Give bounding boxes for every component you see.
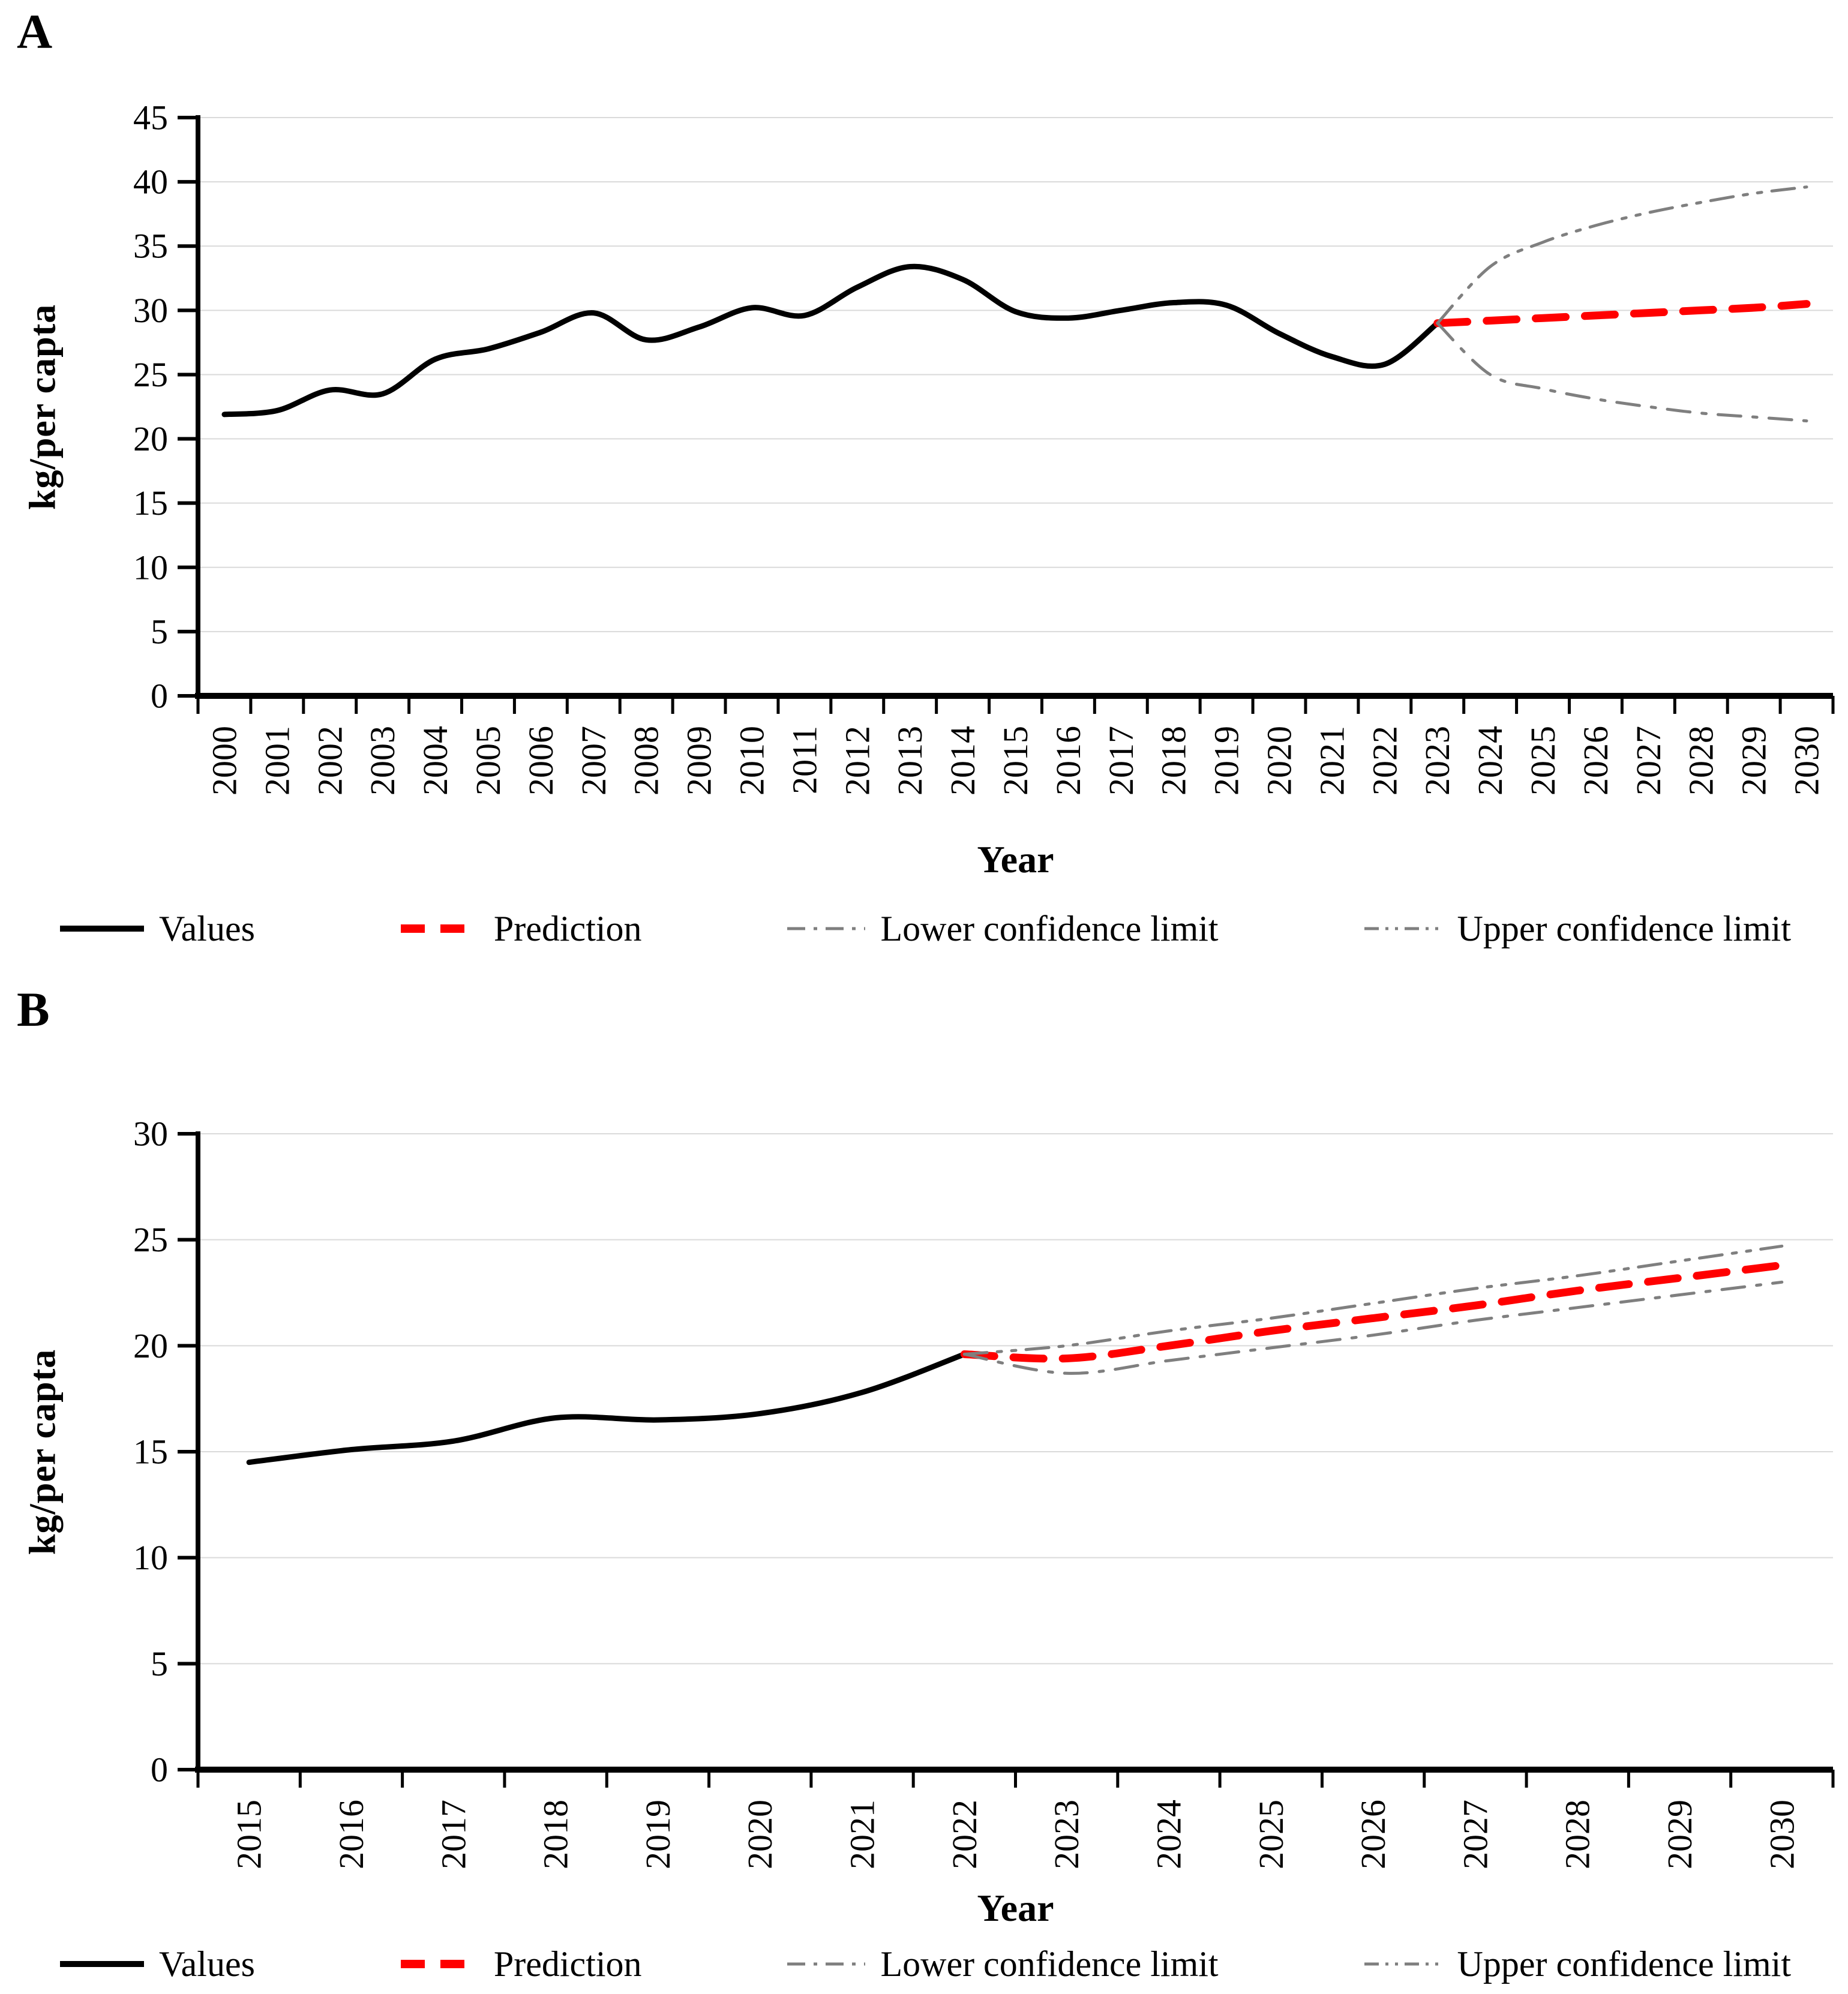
svg-text:10: 10 <box>133 1538 168 1577</box>
legend-label: Values <box>159 1944 255 1984</box>
svg-text:2003: 2003 <box>363 726 402 795</box>
panel-a-x-axis-title: Year <box>977 838 1054 881</box>
svg-text:5: 5 <box>151 612 168 651</box>
svg-text:2021: 2021 <box>1312 726 1351 795</box>
svg-text:2005: 2005 <box>469 726 508 795</box>
svg-text:2029: 2029 <box>1735 726 1774 795</box>
svg-text:2009: 2009 <box>680 726 719 795</box>
lower-ci-line-icon <box>787 927 866 930</box>
legend-item-prediction: Prediction <box>398 1944 642 1984</box>
values-line-icon <box>60 1961 144 1967</box>
svg-text:2019: 2019 <box>638 1800 677 1869</box>
svg-text:2026: 2026 <box>1576 726 1615 795</box>
legend-item-upper-ci: Upper confidence limit <box>1361 1944 1791 1984</box>
upper-ci-line-icon <box>1364 1962 1442 1966</box>
svg-text:2028: 2028 <box>1682 726 1721 795</box>
svg-text:2026: 2026 <box>1354 1800 1393 1869</box>
legend-label: Upper confidence limit <box>1457 909 1791 948</box>
svg-text:2007: 2007 <box>574 726 613 795</box>
svg-text:2000: 2000 <box>205 726 244 795</box>
svg-text:2027: 2027 <box>1629 726 1668 795</box>
legend-item-lower-ci: Lower confidence limit <box>784 909 1219 948</box>
svg-text:0: 0 <box>151 677 168 716</box>
svg-text:2015: 2015 <box>230 1800 269 1869</box>
svg-text:2020: 2020 <box>1260 726 1299 795</box>
prediction-line-icon <box>400 924 479 933</box>
legend-label: Prediction <box>493 909 642 948</box>
svg-text:35: 35 <box>133 227 168 266</box>
svg-text:2024: 2024 <box>1471 726 1510 795</box>
legend-label: Upper confidence limit <box>1457 1944 1791 1984</box>
svg-text:25: 25 <box>133 1220 168 1259</box>
svg-text:2017: 2017 <box>1102 726 1141 795</box>
svg-text:2016: 2016 <box>332 1800 371 1869</box>
svg-text:2023: 2023 <box>1418 726 1457 795</box>
values-line-icon <box>60 926 144 932</box>
panel-b-legend: Values Prediction Lower confidence limit… <box>0 1942 1848 1986</box>
svg-text:10: 10 <box>133 548 168 587</box>
svg-text:15: 15 <box>133 1433 168 1472</box>
legend-item-prediction: Prediction <box>398 909 642 948</box>
svg-text:25: 25 <box>133 355 168 394</box>
svg-text:20: 20 <box>133 1326 168 1365</box>
legend-item-upper-ci: Upper confidence limit <box>1361 909 1791 948</box>
svg-text:2013: 2013 <box>890 726 929 795</box>
svg-text:2011: 2011 <box>785 726 824 794</box>
svg-text:15: 15 <box>133 484 168 522</box>
svg-text:2010: 2010 <box>732 726 771 795</box>
legend-label: Lower confidence limit <box>880 1944 1219 1984</box>
upper-ci-line-icon <box>1364 927 1442 930</box>
legend-item-values: Values <box>57 909 255 948</box>
svg-text:2030: 2030 <box>1787 726 1826 795</box>
svg-text:2025: 2025 <box>1252 1800 1291 1869</box>
svg-text:2018: 2018 <box>536 1800 575 1869</box>
prediction-line-icon <box>400 1960 479 1968</box>
svg-text:2015: 2015 <box>996 726 1035 795</box>
svg-text:2020: 2020 <box>740 1800 779 1869</box>
legend-label: Values <box>159 909 255 948</box>
svg-text:2025: 2025 <box>1523 726 1562 795</box>
svg-text:2024: 2024 <box>1149 1800 1188 1869</box>
svg-text:2012: 2012 <box>838 726 877 795</box>
svg-text:2014: 2014 <box>943 726 982 795</box>
panel-b-letter: B <box>17 982 50 1037</box>
panel-b-x-axis-title: Year <box>977 1887 1054 1929</box>
svg-text:2019: 2019 <box>1207 726 1246 795</box>
svg-text:45: 45 <box>133 98 168 137</box>
panel-a-legend: Values Prediction Lower confidence limit… <box>0 907 1848 950</box>
svg-text:2006: 2006 <box>521 726 560 795</box>
svg-text:0: 0 <box>151 1750 168 1789</box>
svg-text:2022: 2022 <box>1365 726 1404 795</box>
svg-text:2030: 2030 <box>1762 1800 1801 1869</box>
svg-text:2002: 2002 <box>310 726 349 795</box>
panel-a-letter: A <box>17 4 53 59</box>
lower-ci-line-icon <box>787 1962 866 1966</box>
legend-label: Lower confidence limit <box>880 909 1219 948</box>
svg-text:2023: 2023 <box>1047 1800 1086 1869</box>
svg-text:2027: 2027 <box>1456 1800 1495 1869</box>
legend-item-values: Values <box>57 1944 255 1984</box>
svg-text:30: 30 <box>133 1115 168 1154</box>
legend-label: Prediction <box>493 1944 642 1984</box>
svg-text:2028: 2028 <box>1558 1800 1597 1869</box>
svg-text:2021: 2021 <box>843 1800 882 1869</box>
svg-text:5: 5 <box>151 1644 168 1683</box>
svg-text:2016: 2016 <box>1049 726 1088 795</box>
svg-text:2004: 2004 <box>416 726 455 795</box>
svg-text:30: 30 <box>133 291 168 330</box>
svg-text:2008: 2008 <box>627 726 666 795</box>
svg-text:2029: 2029 <box>1660 1800 1699 1869</box>
svg-text:2001: 2001 <box>257 726 296 795</box>
svg-text:20: 20 <box>133 419 168 458</box>
legend-item-lower-ci: Lower confidence limit <box>784 1944 1219 1984</box>
svg-text:2018: 2018 <box>1154 726 1193 795</box>
svg-text:40: 40 <box>133 163 168 202</box>
svg-text:2017: 2017 <box>434 1800 473 1869</box>
svg-text:2022: 2022 <box>945 1800 984 1869</box>
